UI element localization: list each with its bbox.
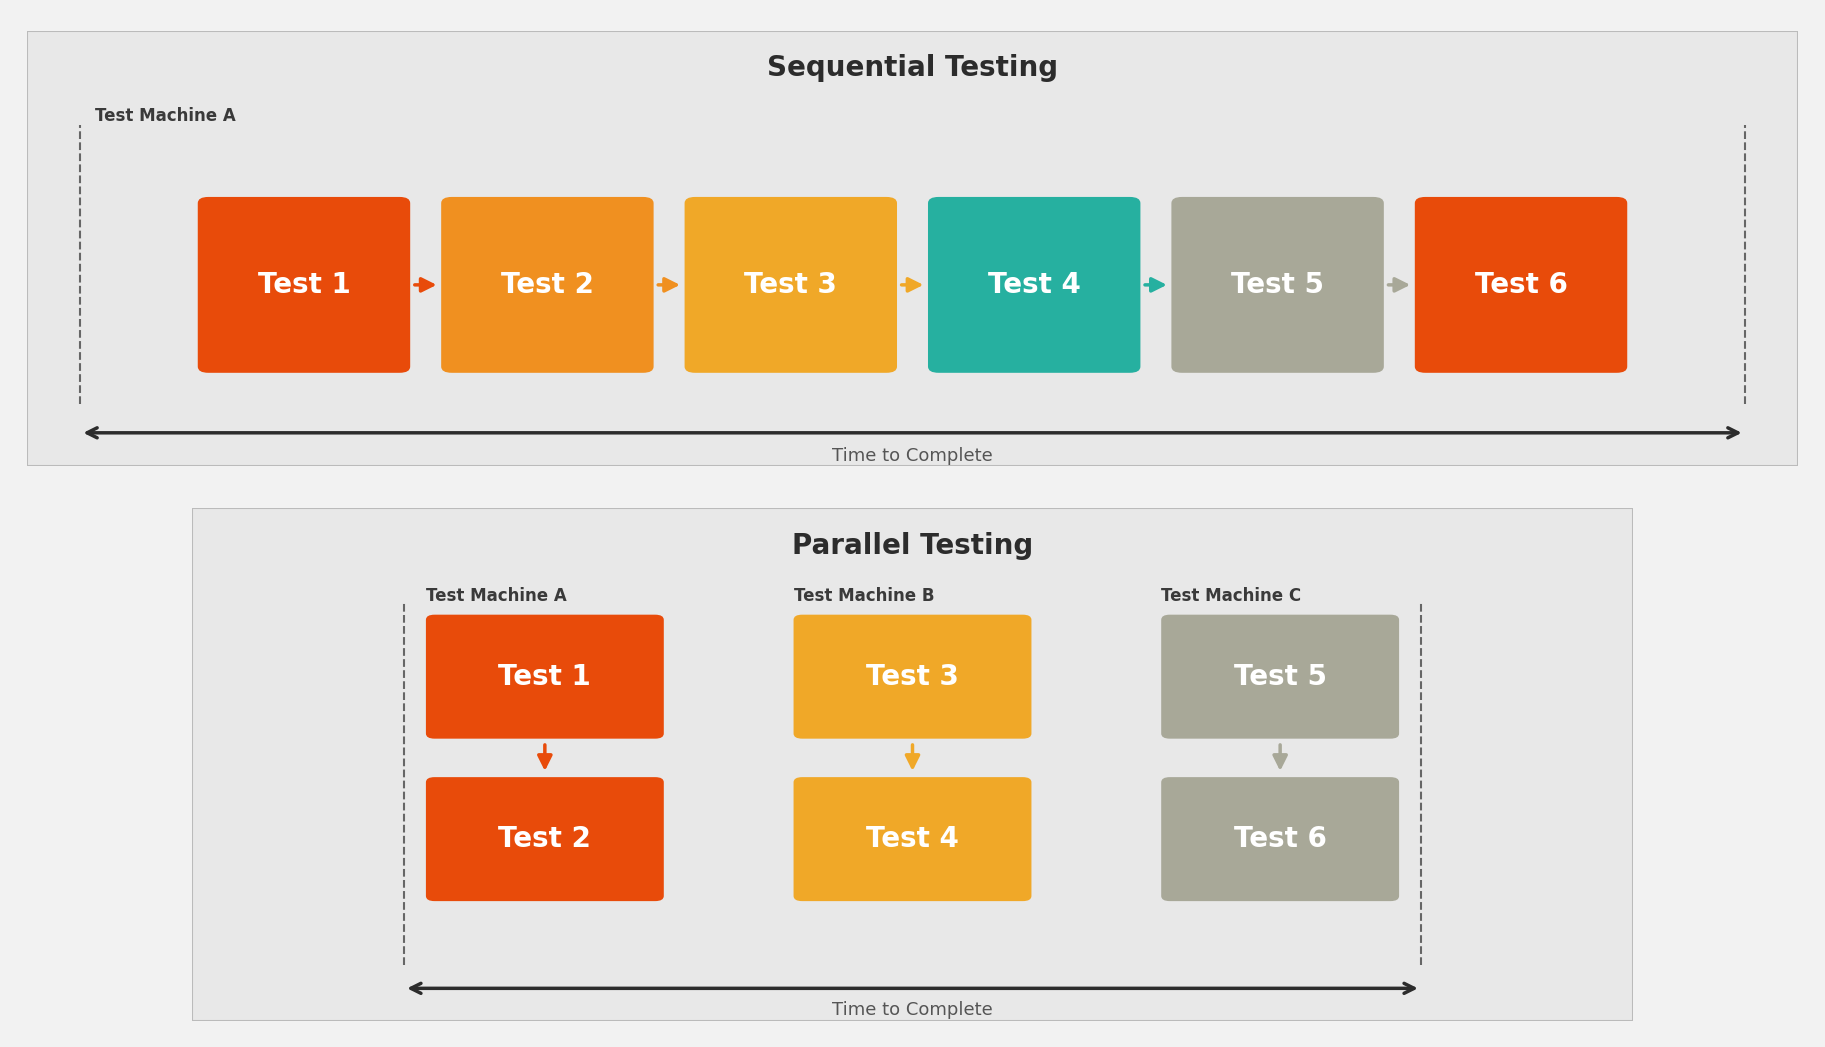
Text: Test 4: Test 4: [987, 271, 1080, 298]
Text: Test 3: Test 3: [745, 271, 838, 298]
FancyBboxPatch shape: [425, 615, 664, 739]
Text: Test 5: Test 5: [1234, 663, 1327, 691]
Text: Test 4: Test 4: [867, 825, 958, 853]
FancyBboxPatch shape: [1161, 615, 1400, 739]
FancyBboxPatch shape: [442, 197, 653, 373]
Text: Test Machine B: Test Machine B: [794, 587, 934, 605]
FancyBboxPatch shape: [27, 31, 1798, 466]
Text: Parallel Testing: Parallel Testing: [792, 532, 1033, 560]
Text: Time to Complete: Time to Complete: [832, 447, 993, 465]
FancyBboxPatch shape: [1161, 777, 1400, 901]
Text: Test 3: Test 3: [867, 663, 958, 691]
Text: Sequential Testing: Sequential Testing: [766, 53, 1058, 82]
Text: Time to Complete: Time to Complete: [832, 1001, 993, 1019]
Text: Test 2: Test 2: [500, 271, 593, 298]
Text: Test Machine C: Test Machine C: [1161, 587, 1301, 605]
FancyBboxPatch shape: [197, 197, 411, 373]
FancyBboxPatch shape: [425, 777, 664, 901]
Text: Test 2: Test 2: [498, 825, 591, 853]
FancyBboxPatch shape: [794, 777, 1031, 901]
Text: Test 6: Test 6: [1475, 271, 1568, 298]
Text: Test 5: Test 5: [1232, 271, 1325, 298]
FancyBboxPatch shape: [927, 197, 1141, 373]
FancyBboxPatch shape: [794, 615, 1031, 739]
Text: Test 1: Test 1: [257, 271, 350, 298]
FancyBboxPatch shape: [1172, 197, 1383, 373]
Text: Test 6: Test 6: [1234, 825, 1327, 853]
Text: Test 1: Test 1: [498, 663, 591, 691]
Text: Test Machine A: Test Machine A: [95, 107, 235, 126]
FancyBboxPatch shape: [1414, 197, 1628, 373]
FancyBboxPatch shape: [684, 197, 898, 373]
Text: Test Machine A: Test Machine A: [425, 587, 566, 605]
FancyBboxPatch shape: [192, 508, 1633, 1021]
